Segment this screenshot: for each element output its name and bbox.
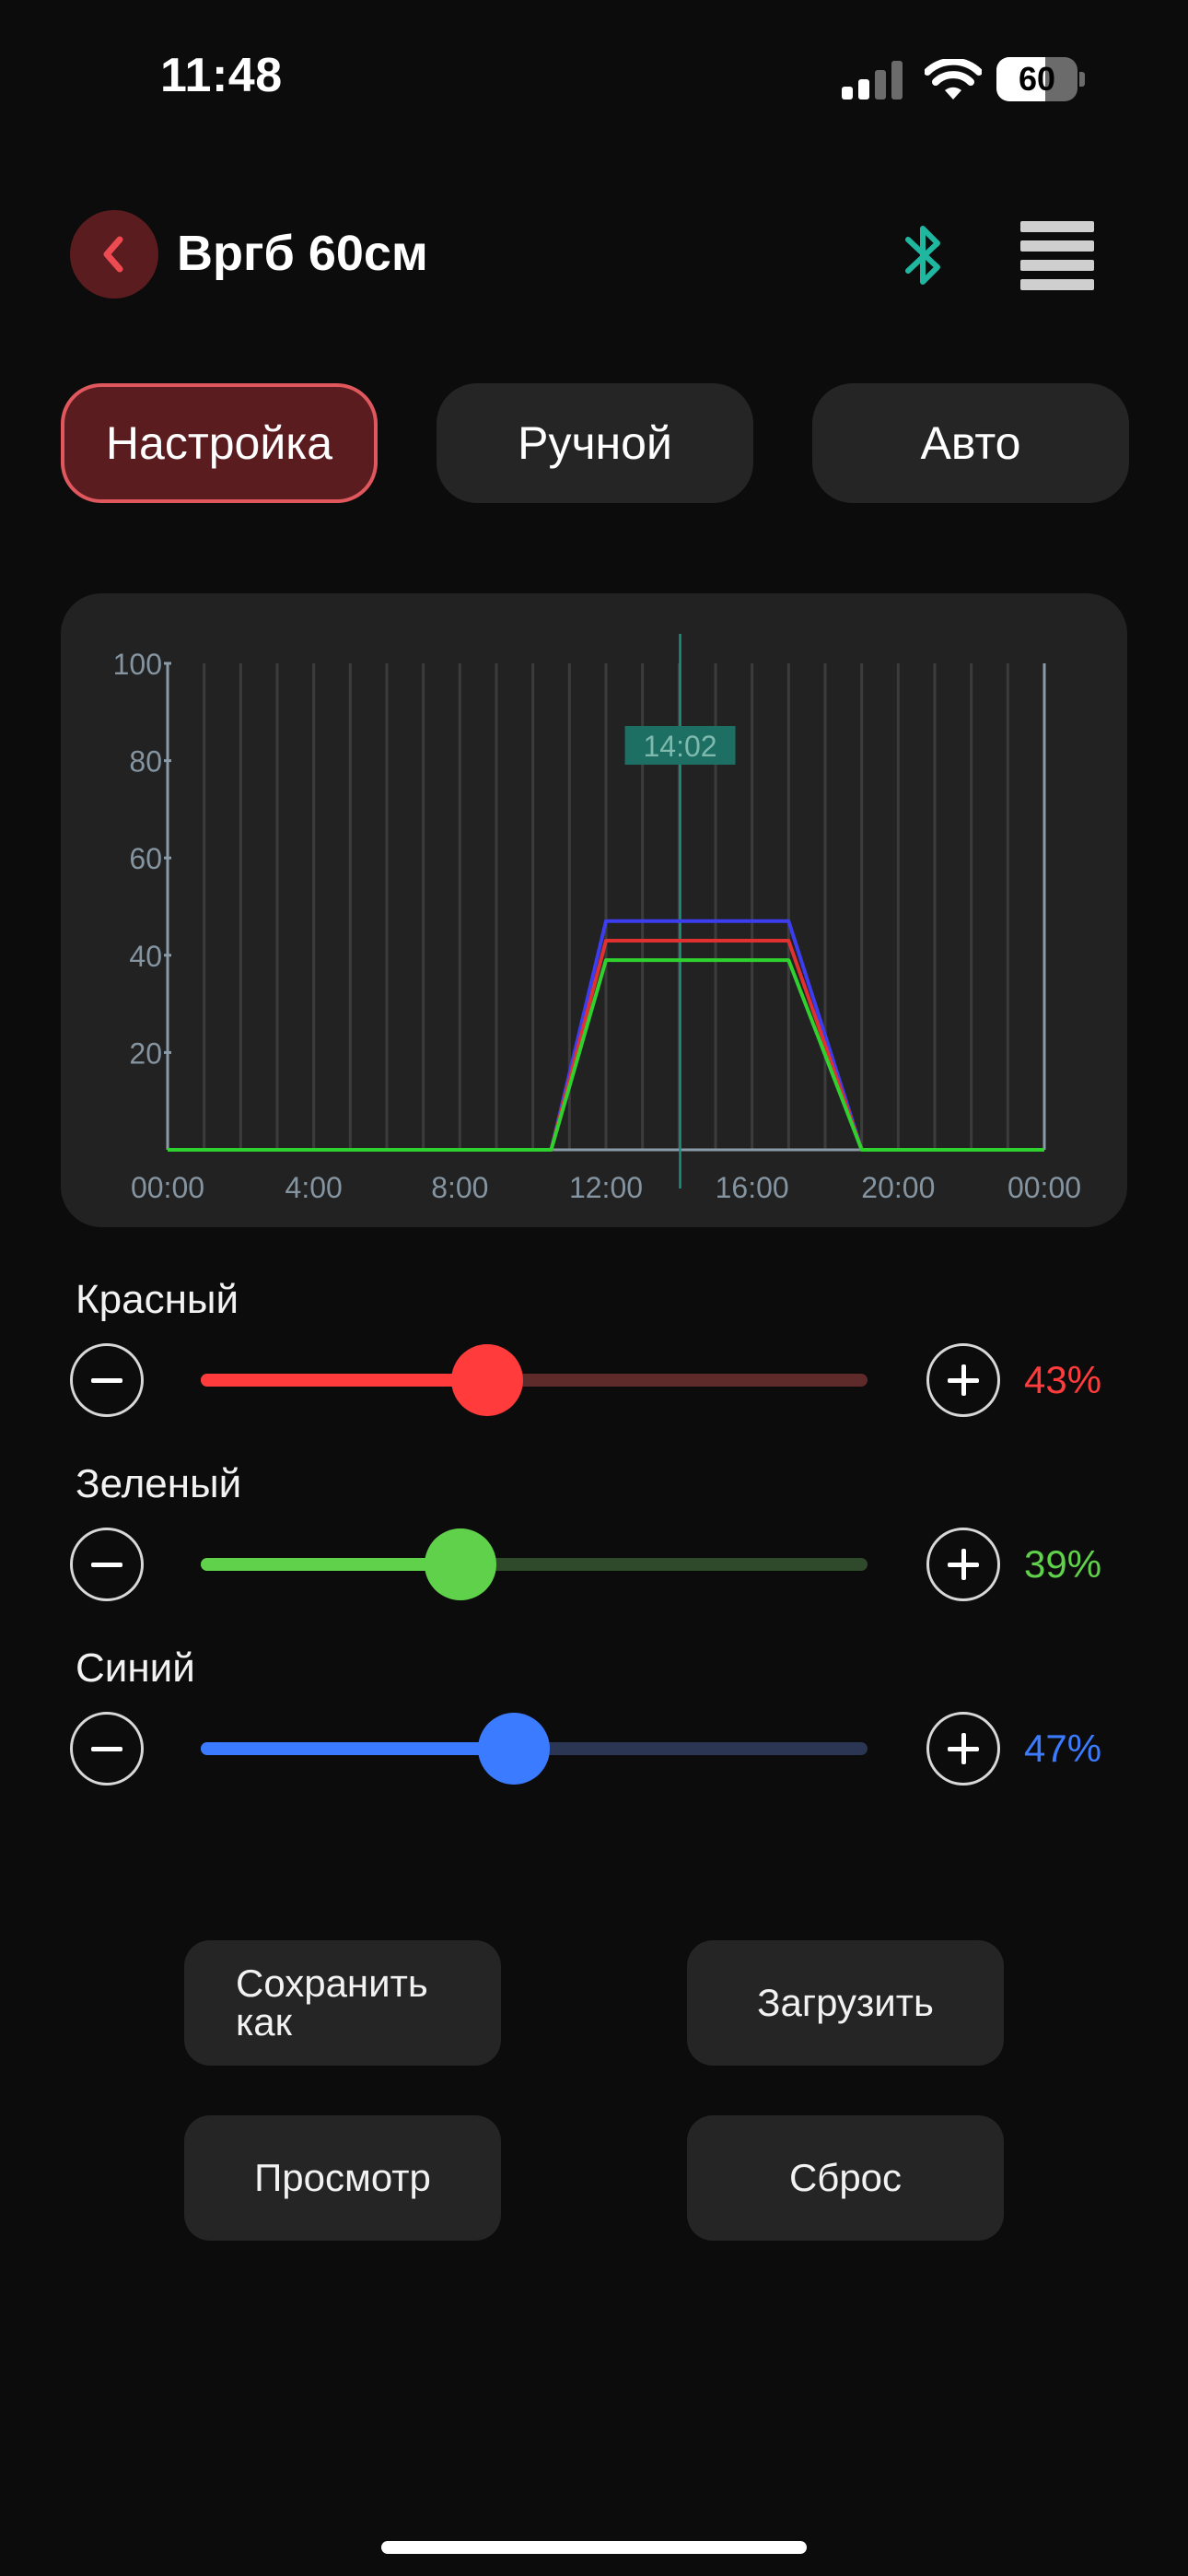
save-as-label-line2: как — [236, 2000, 293, 2043]
increase-green-button[interactable] — [926, 1528, 1000, 1601]
x-tick-label: 16:00 — [716, 1171, 789, 1204]
x-tick-label: 00:00 — [1007, 1171, 1081, 1204]
load-button[interactable]: Загрузить — [687, 1940, 1004, 2066]
back-button[interactable] — [70, 210, 158, 299]
slider-thumb-red[interactable] — [451, 1344, 524, 1416]
current-time-label: 14:02 — [643, 730, 716, 763]
y-tick-label: 40 — [129, 940, 162, 973]
x-tick-label: 00:00 — [131, 1171, 204, 1204]
x-tick-label: 8:00 — [431, 1171, 488, 1204]
slider-fill-blue — [201, 1742, 515, 1755]
y-tick-label: 100 — [113, 648, 162, 681]
slider-label-red: Красный — [76, 1277, 239, 1322]
tab-settings[interactable]: Настройка — [61, 383, 378, 503]
minus-icon — [91, 1377, 122, 1383]
slider-value-blue: 47% — [1024, 1727, 1102, 1770]
home-indicator — [381, 2541, 807, 2554]
increase-blue-button[interactable] — [926, 1712, 1000, 1786]
slider-value-red: 43% — [1024, 1358, 1102, 1401]
chevron-left-icon — [103, 236, 123, 273]
slider-label-green: Зеленый — [76, 1461, 242, 1506]
page-title: Вргб 60см — [177, 226, 428, 281]
battery-percent: 60 — [1018, 60, 1056, 98]
hamburger-menu-icon[interactable] — [1020, 221, 1094, 290]
y-tick-label: 80 — [129, 745, 162, 779]
wifi-icon — [925, 59, 982, 100]
status-time: 11:48 — [160, 49, 283, 102]
save-as-label-line1: Сохранить — [236, 1961, 428, 2005]
slider-green[interactable] — [201, 1528, 868, 1600]
battery-icon: 60 — [996, 57, 1085, 101]
slider-red[interactable] — [201, 1344, 868, 1416]
decrease-red-button[interactable] — [70, 1343, 144, 1417]
reset-button[interactable]: Сброс — [687, 2115, 1004, 2241]
slider-fill-red — [201, 1374, 488, 1387]
slider-blue[interactable] — [201, 1713, 868, 1785]
schedule-chart-card — [61, 593, 1127, 1227]
slider-label-blue: Синий — [76, 1645, 195, 1691]
y-tick-label: 20 — [129, 1036, 162, 1070]
x-tick-label: 4:00 — [285, 1171, 343, 1204]
increase-red-button[interactable] — [926, 1343, 1000, 1417]
preview-button[interactable]: Просмотр — [184, 2115, 501, 2241]
slider-thumb-blue[interactable] — [478, 1713, 551, 1785]
tab-manual[interactable]: Ручной — [437, 383, 753, 503]
tab-auto[interactable]: Авто — [812, 383, 1129, 503]
y-tick-label: 60 — [129, 842, 162, 875]
minus-icon — [91, 1562, 122, 1567]
schedule-chart[interactable]: 100 80 60 40 20 00:00 4:00 8:00 12:00 16:00 20:00 0… — [61, 593, 1127, 1227]
decrease-green-button[interactable] — [70, 1528, 144, 1601]
x-tick-label: 12:00 — [569, 1171, 643, 1204]
slider-thumb-green[interactable] — [425, 1528, 497, 1600]
slider-fill-green — [201, 1558, 461, 1571]
slider-value-green: 39% — [1024, 1542, 1102, 1586]
save-as-button[interactable]: Сохранить как — [184, 1940, 501, 2066]
series-green-line — [168, 958, 1044, 1152]
x-tick-label: 20:00 — [861, 1171, 935, 1204]
current-time-badge — [624, 726, 736, 765]
cellular-signal-icon — [842, 61, 903, 100]
minus-icon — [91, 1746, 122, 1751]
bluetooth-icon[interactable] — [901, 221, 949, 289]
decrease-blue-button[interactable] — [70, 1712, 144, 1786]
